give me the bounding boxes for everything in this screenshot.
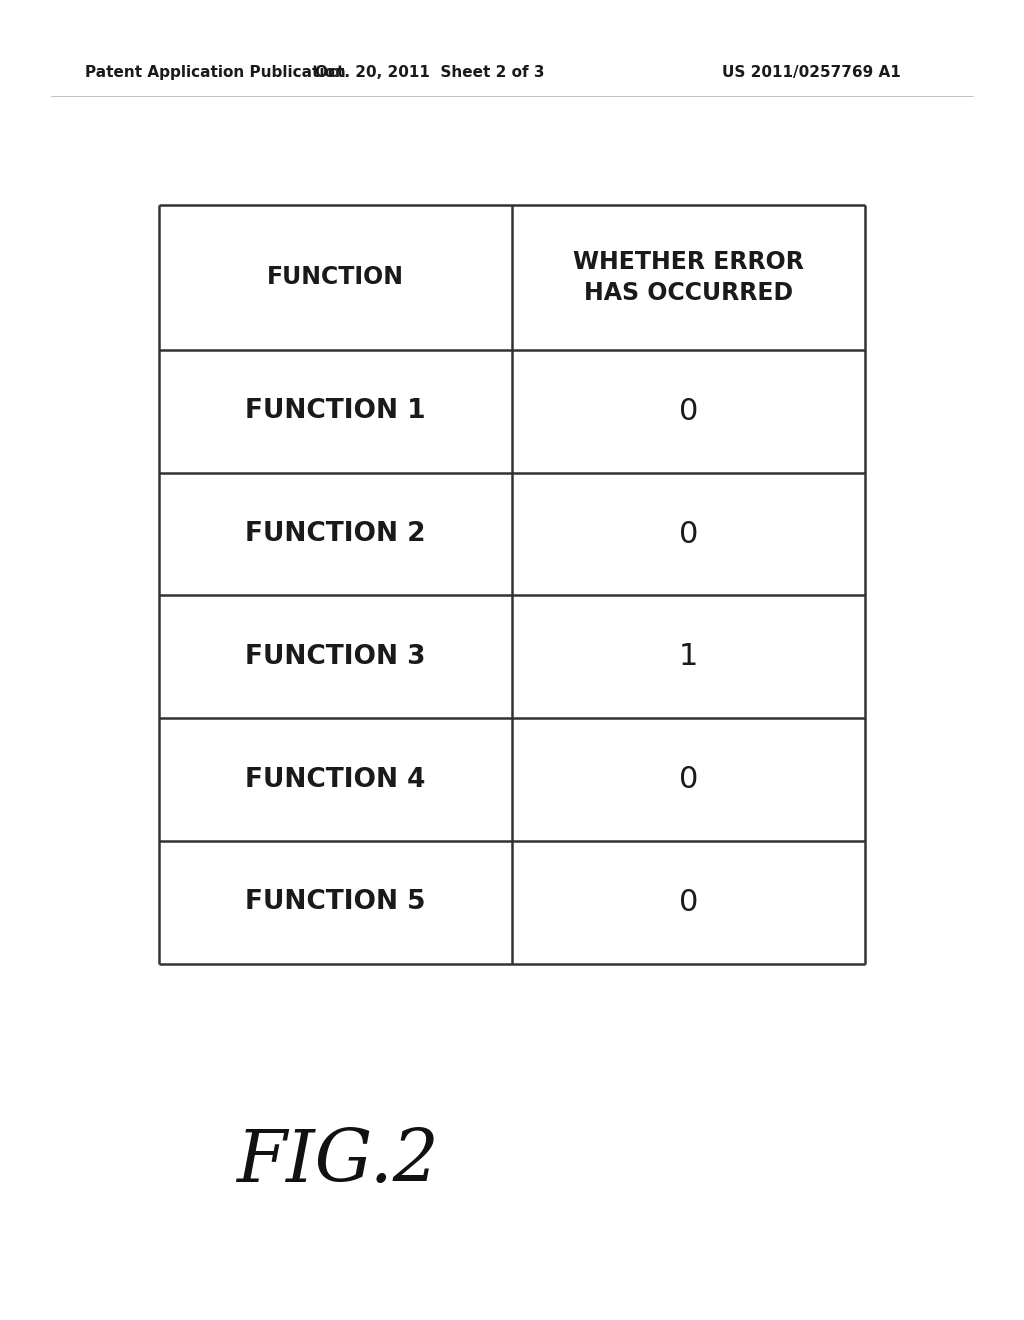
Text: US 2011/0257769 A1: US 2011/0257769 A1 [722,65,901,81]
Text: 0: 0 [679,397,698,426]
Text: Patent Application Publication: Patent Application Publication [85,65,346,81]
Text: Oct. 20, 2011  Sheet 2 of 3: Oct. 20, 2011 Sheet 2 of 3 [315,65,545,81]
Text: 0: 0 [679,888,698,917]
Text: 0: 0 [679,766,698,795]
Text: 0: 0 [679,520,698,549]
Text: FUNCTION 1: FUNCTION 1 [245,399,426,425]
Text: WHETHER ERROR
HAS OCCURRED: WHETHER ERROR HAS OCCURRED [573,249,804,305]
Text: FUNCTION 2: FUNCTION 2 [245,521,426,546]
Text: FIG.2: FIG.2 [237,1126,439,1197]
Text: FUNCTION: FUNCTION [267,265,403,289]
Text: FUNCTION 5: FUNCTION 5 [245,890,426,915]
Text: FUNCTION 4: FUNCTION 4 [245,767,426,792]
Text: FUNCTION 3: FUNCTION 3 [245,644,426,669]
Text: 1: 1 [679,643,698,672]
